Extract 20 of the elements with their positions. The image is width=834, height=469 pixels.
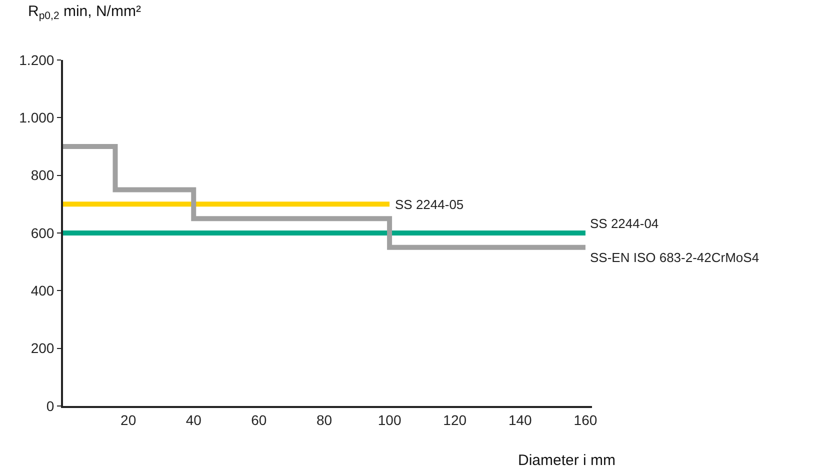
x-tick-label: 40 — [186, 412, 202, 428]
x-tick-label: 20 — [120, 412, 136, 428]
y-tick-label: 800 — [30, 167, 54, 184]
x-tick-label: 100 — [378, 412, 402, 428]
x-tick-label: 160 — [574, 412, 598, 428]
y-tick-label: 400 — [30, 282, 54, 299]
y-tick-label: 200 — [30, 340, 54, 356]
x-axis-title: Diameter i mm — [518, 452, 616, 469]
y-tick-label: 1.000 — [19, 110, 54, 126]
y-axis-title: R$_{p0,2}$ min, N/mm² — [28, 3, 141, 22]
x-tick-label: 60 — [251, 412, 267, 428]
series-label: SS 2244-04 — [590, 216, 659, 231]
x-tick-label: 80 — [316, 412, 332, 428]
y-tick-label: 0 — [46, 398, 54, 414]
series-label: SS-EN ISO 683-2-42CrMoS4 — [590, 250, 760, 265]
x-tick-label: 120 — [443, 412, 467, 428]
series-label: SS 2244-05 — [395, 197, 464, 212]
x-tick-label: 140 — [508, 412, 532, 428]
y-tick-label: 600 — [30, 224, 54, 241]
y-tick-label: 1.200 — [19, 52, 54, 68]
